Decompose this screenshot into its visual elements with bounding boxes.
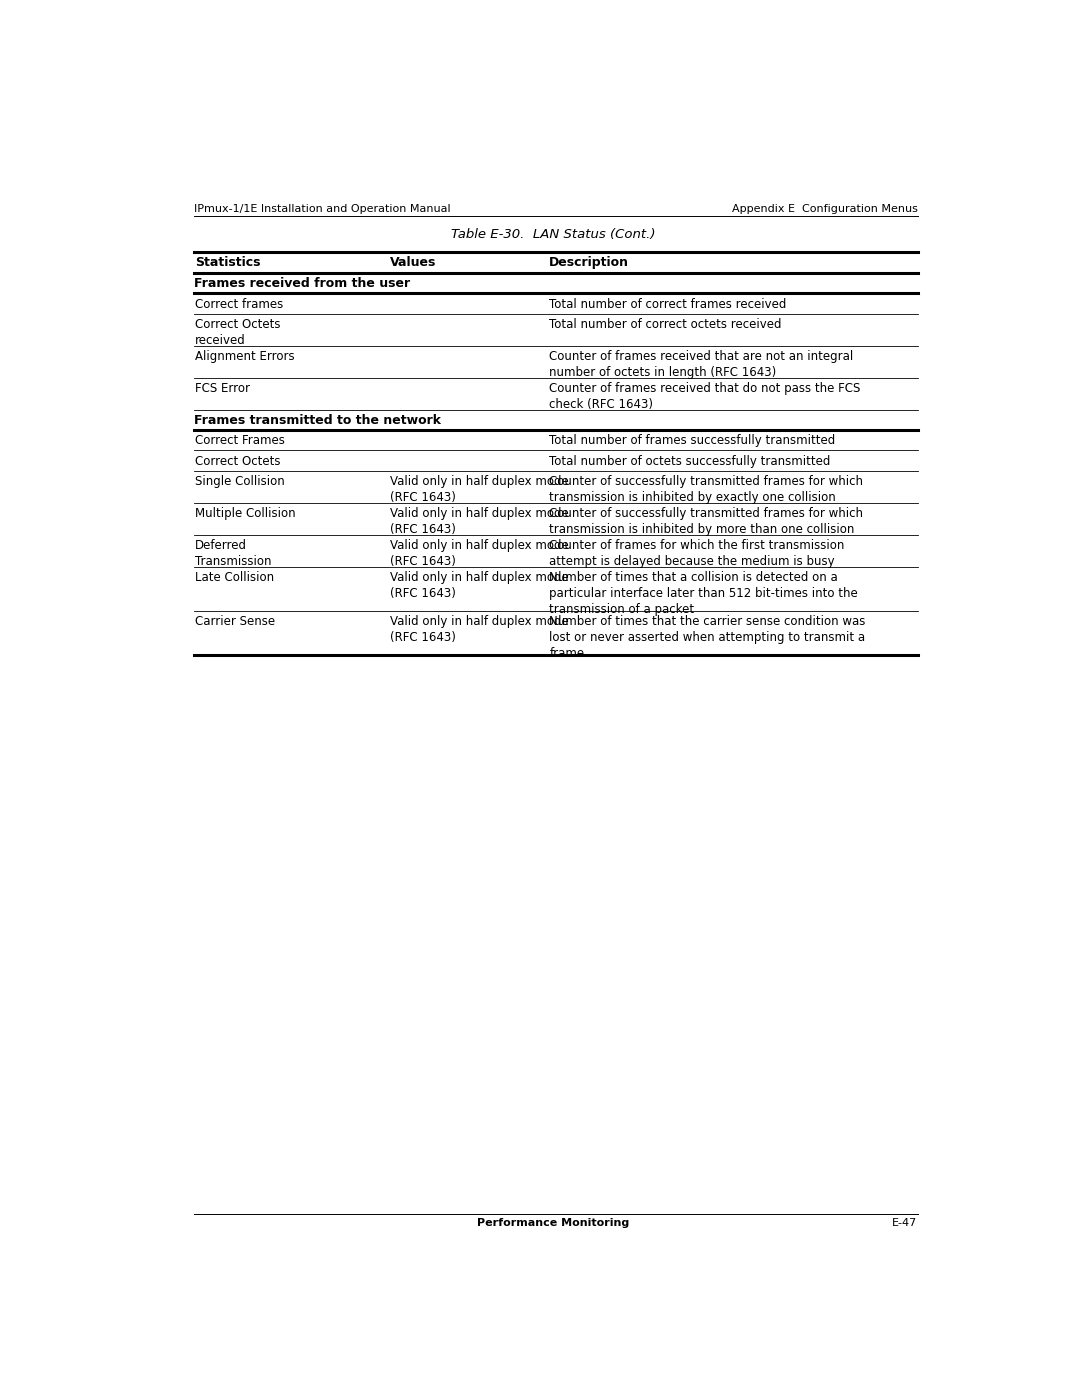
Text: Description: Description	[550, 256, 630, 268]
Text: Alignment Errors: Alignment Errors	[195, 349, 295, 363]
Text: Counter of frames received that do not pass the FCS
check (RFC 1643): Counter of frames received that do not p…	[550, 381, 861, 411]
Text: Total number of octets successfully transmitted: Total number of octets successfully tran…	[550, 455, 831, 468]
Text: Valid only in half duplex mode
(RFC 1643): Valid only in half duplex mode (RFC 1643…	[390, 507, 569, 536]
Text: Valid only in half duplex mode
(RFC 1643): Valid only in half duplex mode (RFC 1643…	[390, 539, 569, 569]
Text: Correct Octets
received: Correct Octets received	[195, 319, 281, 346]
Text: Valid only in half duplex mode
(RFC 1643): Valid only in half duplex mode (RFC 1643…	[390, 615, 569, 644]
Text: Number of times that the carrier sense condition was
lost or never asserted when: Number of times that the carrier sense c…	[550, 615, 866, 661]
Text: Deferred
Transmission: Deferred Transmission	[195, 539, 272, 569]
Text: Counter of successfully transmitted frames for which
transmission is inhibited b: Counter of successfully transmitted fram…	[550, 507, 863, 536]
Text: Frames transmitted to the network: Frames transmitted to the network	[193, 414, 441, 427]
Text: Correct frames: Correct frames	[195, 298, 284, 310]
Text: Counter of successfully transmitted frames for which
transmission is inhibited b: Counter of successfully transmitted fram…	[550, 475, 863, 504]
Text: Single Collision: Single Collision	[195, 475, 285, 488]
Text: E-47: E-47	[892, 1218, 918, 1228]
Text: IPmux-1/1E Installation and Operation Manual: IPmux-1/1E Installation and Operation Ma…	[193, 204, 450, 214]
Text: Counter of frames received that are not an integral
number of octets in length (: Counter of frames received that are not …	[550, 349, 853, 379]
Text: Correct Frames: Correct Frames	[195, 434, 285, 447]
Text: Values: Values	[390, 256, 436, 268]
Text: Valid only in half duplex mode
(RFC 1643): Valid only in half duplex mode (RFC 1643…	[390, 571, 569, 601]
Text: Correct Octets: Correct Octets	[195, 455, 281, 468]
Text: Counter of frames for which the first transmission
attempt is delayed because th: Counter of frames for which the first tr…	[550, 539, 845, 569]
Text: Statistics: Statistics	[195, 256, 260, 268]
Text: Frames received from the user: Frames received from the user	[193, 277, 409, 291]
Text: Total number of frames successfully transmitted: Total number of frames successfully tran…	[550, 434, 836, 447]
Text: Total number of correct frames received: Total number of correct frames received	[550, 298, 786, 310]
Text: Multiple Collision: Multiple Collision	[195, 507, 296, 520]
Text: Late Collision: Late Collision	[195, 571, 274, 584]
Text: Performance Monitoring: Performance Monitoring	[477, 1218, 630, 1228]
Text: Carrier Sense: Carrier Sense	[195, 615, 275, 629]
Text: Total number of correct octets received: Total number of correct octets received	[550, 319, 782, 331]
Text: Appendix E  Configuration Menus: Appendix E Configuration Menus	[732, 204, 918, 214]
Text: Table E-30.  LAN Status (Cont.): Table E-30. LAN Status (Cont.)	[451, 228, 656, 240]
Text: Number of times that a collision is detected on a
particular interface later tha: Number of times that a collision is dete…	[550, 571, 859, 616]
Text: Valid only in half duplex mode
(RFC 1643): Valid only in half duplex mode (RFC 1643…	[390, 475, 569, 504]
Text: FCS Error: FCS Error	[195, 381, 251, 395]
